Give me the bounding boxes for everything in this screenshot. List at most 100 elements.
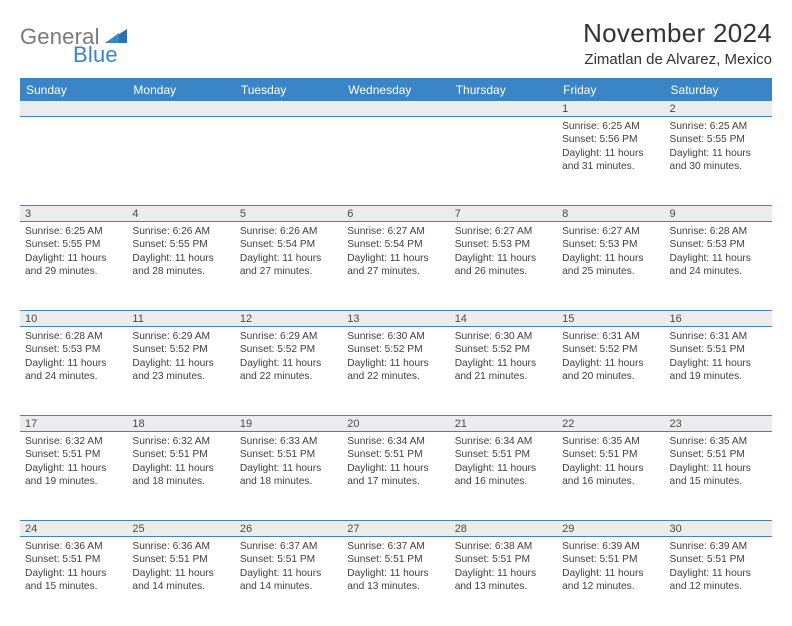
day-number-cell: 13 xyxy=(342,311,449,327)
day-cell xyxy=(127,117,234,206)
weekday-header: Saturday xyxy=(665,79,772,102)
day-number-cell: 21 xyxy=(450,416,557,432)
day-cell: Sunrise: 6:37 AMSunset: 5:51 PMDaylight:… xyxy=(342,537,449,626)
day-cell-text: Sunrise: 6:27 AMSunset: 5:54 PMDaylight:… xyxy=(347,225,444,279)
day-cell-text: Sunrise: 6:32 AMSunset: 5:51 PMDaylight:… xyxy=(25,435,122,489)
day-cell-text: Sunrise: 6:33 AMSunset: 5:51 PMDaylight:… xyxy=(240,435,337,489)
weekday-header: Tuesday xyxy=(235,79,342,102)
day-number-row: 10111213141516 xyxy=(20,311,772,327)
page-header: General November 2024 Zimatlan de Alvare… xyxy=(20,18,772,68)
day-number-cell xyxy=(127,101,234,117)
day-number-cell xyxy=(450,101,557,117)
day-cell: Sunrise: 6:37 AMSunset: 5:51 PMDaylight:… xyxy=(235,537,342,626)
day-content-row: Sunrise: 6:32 AMSunset: 5:51 PMDaylight:… xyxy=(20,432,772,521)
day-cell: Sunrise: 6:26 AMSunset: 5:54 PMDaylight:… xyxy=(235,222,342,311)
day-number-cell: 22 xyxy=(557,416,664,432)
day-number-cell: 16 xyxy=(665,311,772,327)
day-content-row: Sunrise: 6:25 AMSunset: 5:56 PMDaylight:… xyxy=(20,117,772,206)
day-cell-text: Sunrise: 6:25 AMSunset: 5:55 PMDaylight:… xyxy=(25,225,122,279)
day-number-cell: 28 xyxy=(450,521,557,537)
day-cell: Sunrise: 6:28 AMSunset: 5:53 PMDaylight:… xyxy=(20,327,127,416)
day-cell-text: Sunrise: 6:26 AMSunset: 5:54 PMDaylight:… xyxy=(240,225,337,279)
day-cell-text: Sunrise: 6:39 AMSunset: 5:51 PMDaylight:… xyxy=(562,540,659,594)
calendar-table: Sunday Monday Tuesday Wednesday Thursday… xyxy=(20,78,772,626)
day-cell-text: Sunrise: 6:29 AMSunset: 5:52 PMDaylight:… xyxy=(240,330,337,384)
day-cell-text: Sunrise: 6:31 AMSunset: 5:52 PMDaylight:… xyxy=(562,330,659,384)
day-number-cell: 5 xyxy=(235,206,342,222)
day-cell: Sunrise: 6:35 AMSunset: 5:51 PMDaylight:… xyxy=(665,432,772,521)
day-number-cell: 9 xyxy=(665,206,772,222)
day-cell: Sunrise: 6:29 AMSunset: 5:52 PMDaylight:… xyxy=(235,327,342,416)
day-cell-text: Sunrise: 6:36 AMSunset: 5:51 PMDaylight:… xyxy=(132,540,229,594)
day-cell: Sunrise: 6:25 AMSunset: 5:55 PMDaylight:… xyxy=(20,222,127,311)
day-number-cell: 6 xyxy=(342,206,449,222)
day-cell: Sunrise: 6:27 AMSunset: 5:53 PMDaylight:… xyxy=(557,222,664,311)
day-cell: Sunrise: 6:28 AMSunset: 5:53 PMDaylight:… xyxy=(665,222,772,311)
day-cell: Sunrise: 6:27 AMSunset: 5:53 PMDaylight:… xyxy=(450,222,557,311)
day-cell: Sunrise: 6:34 AMSunset: 5:51 PMDaylight:… xyxy=(450,432,557,521)
month-title: November 2024 xyxy=(583,18,772,49)
day-number-cell: 29 xyxy=(557,521,664,537)
location-label: Zimatlan de Alvarez, Mexico xyxy=(583,51,772,68)
day-cell-text: Sunrise: 6:30 AMSunset: 5:52 PMDaylight:… xyxy=(455,330,552,384)
day-number-row: 24252627282930 xyxy=(20,521,772,537)
day-cell-text: Sunrise: 6:27 AMSunset: 5:53 PMDaylight:… xyxy=(562,225,659,279)
day-number-row: 12 xyxy=(20,101,772,117)
day-number-cell: 2 xyxy=(665,101,772,117)
calendar-head: Sunday Monday Tuesday Wednesday Thursday… xyxy=(20,79,772,102)
day-number-cell: 8 xyxy=(557,206,664,222)
logo-blue-text-wrapper: Blue xyxy=(73,42,118,68)
day-content-row: Sunrise: 6:28 AMSunset: 5:53 PMDaylight:… xyxy=(20,327,772,416)
day-cell-text: Sunrise: 6:28 AMSunset: 5:53 PMDaylight:… xyxy=(25,330,122,384)
weekday-header: Wednesday xyxy=(342,79,449,102)
day-number-cell: 12 xyxy=(235,311,342,327)
day-number-cell: 7 xyxy=(450,206,557,222)
title-block: November 2024 Zimatlan de Alvarez, Mexic… xyxy=(583,18,772,68)
weekday-row: Sunday Monday Tuesday Wednesday Thursday… xyxy=(20,79,772,102)
day-number-cell: 1 xyxy=(557,101,664,117)
day-cell: Sunrise: 6:36 AMSunset: 5:51 PMDaylight:… xyxy=(20,537,127,626)
day-cell: Sunrise: 6:34 AMSunset: 5:51 PMDaylight:… xyxy=(342,432,449,521)
day-cell xyxy=(342,117,449,206)
day-cell xyxy=(450,117,557,206)
day-cell: Sunrise: 6:35 AMSunset: 5:51 PMDaylight:… xyxy=(557,432,664,521)
day-cell: Sunrise: 6:31 AMSunset: 5:51 PMDaylight:… xyxy=(665,327,772,416)
day-number-cell: 24 xyxy=(20,521,127,537)
day-cell-text: Sunrise: 6:34 AMSunset: 5:51 PMDaylight:… xyxy=(455,435,552,489)
day-cell xyxy=(20,117,127,206)
weekday-header: Monday xyxy=(127,79,234,102)
day-number-cell xyxy=(235,101,342,117)
day-number-cell: 27 xyxy=(342,521,449,537)
day-number-cell: 17 xyxy=(20,416,127,432)
day-number-cell: 3 xyxy=(20,206,127,222)
day-content-row: Sunrise: 6:25 AMSunset: 5:55 PMDaylight:… xyxy=(20,222,772,311)
day-cell: Sunrise: 6:30 AMSunset: 5:52 PMDaylight:… xyxy=(342,327,449,416)
day-number-cell: 10 xyxy=(20,311,127,327)
day-cell-text: Sunrise: 6:26 AMSunset: 5:55 PMDaylight:… xyxy=(132,225,229,279)
day-cell-text: Sunrise: 6:37 AMSunset: 5:51 PMDaylight:… xyxy=(240,540,337,594)
day-number-cell: 25 xyxy=(127,521,234,537)
weekday-header: Thursday xyxy=(450,79,557,102)
day-number-cell: 30 xyxy=(665,521,772,537)
day-cell: Sunrise: 6:29 AMSunset: 5:52 PMDaylight:… xyxy=(127,327,234,416)
day-number-cell: 4 xyxy=(127,206,234,222)
day-cell-text: Sunrise: 6:25 AMSunset: 5:56 PMDaylight:… xyxy=(562,120,659,174)
day-cell: Sunrise: 6:27 AMSunset: 5:54 PMDaylight:… xyxy=(342,222,449,311)
day-cell-text: Sunrise: 6:35 AMSunset: 5:51 PMDaylight:… xyxy=(562,435,659,489)
day-number-cell: 20 xyxy=(342,416,449,432)
day-cell-text: Sunrise: 6:25 AMSunset: 5:55 PMDaylight:… xyxy=(670,120,767,174)
day-number-row: 17181920212223 xyxy=(20,416,772,432)
day-cell: Sunrise: 6:32 AMSunset: 5:51 PMDaylight:… xyxy=(20,432,127,521)
day-cell-text: Sunrise: 6:35 AMSunset: 5:51 PMDaylight:… xyxy=(670,435,767,489)
day-number-cell: 18 xyxy=(127,416,234,432)
day-cell-text: Sunrise: 6:27 AMSunset: 5:53 PMDaylight:… xyxy=(455,225,552,279)
day-cell: Sunrise: 6:26 AMSunset: 5:55 PMDaylight:… xyxy=(127,222,234,311)
day-cell: Sunrise: 6:39 AMSunset: 5:51 PMDaylight:… xyxy=(557,537,664,626)
day-cell: Sunrise: 6:38 AMSunset: 5:51 PMDaylight:… xyxy=(450,537,557,626)
day-cell-text: Sunrise: 6:30 AMSunset: 5:52 PMDaylight:… xyxy=(347,330,444,384)
calendar-body: 12 Sunrise: 6:25 AMSunset: 5:56 PMDayligh… xyxy=(20,101,772,626)
day-cell-text: Sunrise: 6:36 AMSunset: 5:51 PMDaylight:… xyxy=(25,540,122,594)
day-cell-text: Sunrise: 6:31 AMSunset: 5:51 PMDaylight:… xyxy=(670,330,767,384)
day-cell: Sunrise: 6:36 AMSunset: 5:51 PMDaylight:… xyxy=(127,537,234,626)
weekday-header: Friday xyxy=(557,79,664,102)
